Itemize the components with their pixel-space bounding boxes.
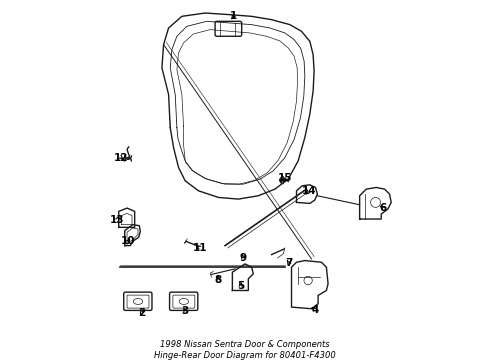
Text: 8: 8 — [214, 275, 221, 285]
Text: 2: 2 — [138, 308, 146, 318]
Text: 11: 11 — [193, 243, 207, 253]
Text: 9: 9 — [240, 253, 247, 263]
Text: 5: 5 — [237, 282, 245, 292]
Text: 7: 7 — [285, 258, 293, 268]
Text: 4: 4 — [311, 305, 318, 315]
Text: 1998 Nissan Sentra Door & Components
Hinge-Rear Door Diagram for 80401-F4300: 1998 Nissan Sentra Door & Components Hin… — [154, 340, 336, 360]
Text: 12: 12 — [114, 153, 129, 163]
Text: 15: 15 — [278, 173, 293, 183]
Text: 1: 1 — [230, 12, 237, 21]
Text: 6: 6 — [379, 203, 387, 213]
Text: 3: 3 — [182, 306, 189, 316]
Text: 13: 13 — [110, 215, 124, 225]
Text: 10: 10 — [121, 236, 135, 246]
Text: 14: 14 — [301, 186, 316, 197]
